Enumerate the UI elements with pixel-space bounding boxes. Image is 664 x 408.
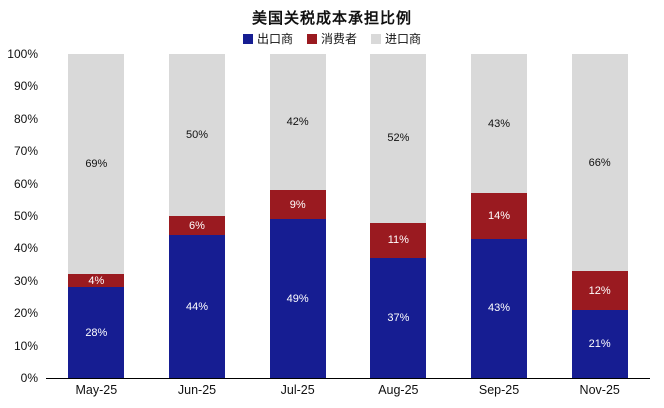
segment-value-label: 42% (286, 116, 309, 129)
bar-segment-消费者: 12% (571, 271, 628, 310)
y-tick-label: 80% (13, 111, 38, 126)
stacked-bar: 50% 6% 44% (169, 54, 225, 378)
y-tick-label: 60% (13, 176, 38, 191)
legend-item: 出口商 (242, 30, 293, 47)
bar-segment-出口商: 44% (169, 235, 225, 378)
segment-value-label: 66% (588, 156, 611, 169)
x-tick-label: Aug-25 (378, 383, 419, 397)
y-tick-label: 100% (7, 47, 38, 61)
x-tick-label: Sep-25 (478, 383, 520, 397)
bar-segment-进口商: 66% (571, 54, 628, 272)
y-tick-label: 90% (13, 79, 38, 94)
legend-swatch-icon (371, 33, 381, 44)
y-tick-label: 30% (13, 273, 38, 288)
segment-value-label: 50% (185, 129, 209, 142)
segment-value-label: 43% (488, 302, 511, 315)
x-tick-label: Jun-25 (177, 383, 217, 397)
stacked-bar: 69% 4% 28% (68, 54, 125, 378)
bar-segment-出口商: 28% (68, 287, 125, 378)
segment-value-label: 49% (286, 292, 309, 305)
stacked-bar: 52% 11% 37% (370, 54, 427, 378)
legend-swatch-icon (242, 33, 253, 44)
bar-group: 42% 9% 49% (247, 54, 348, 378)
segment-value-label: 43% (488, 117, 511, 130)
bar-segment-消费者: 11% (370, 222, 427, 259)
stacked-bar: 66% 12% 21% (571, 54, 628, 378)
legend-item: 进口商 (371, 30, 421, 47)
segment-value-label: 9% (289, 198, 306, 211)
y-tick-label: 50% (13, 209, 38, 223)
bar-segment-进口商: 43% (471, 54, 528, 194)
bar-segment-出口商: 49% (269, 219, 326, 378)
bar-segment-进口商: 50% (169, 54, 225, 217)
segment-value-label: 6% (189, 219, 205, 232)
y-axis: 100% 90% 80% 70% 60% 50% 40% 30% 20% 10% 0% (0, 47, 42, 385)
stacked-bar: 43% 14% 43% (471, 54, 528, 378)
legend: 出口商 消费者 进口商 (0, 30, 664, 47)
legend-label: 出口商 (256, 32, 293, 46)
bar-segment-出口商: 43% (471, 238, 528, 378)
x-tick-label: May-25 (75, 383, 118, 397)
y-tick-label: 40% (13, 241, 38, 256)
bar-group: 50% 6% 44% (147, 54, 248, 378)
bar-segment-进口商: 42% (269, 54, 326, 191)
x-tick-label: Jul-25 (280, 383, 315, 397)
segment-value-label: 44% (185, 300, 209, 313)
plot-area: 69% 4% 28% 50% 6% 44% 42% 9% 49% 52% 11% 37% 43% 14% 4… (46, 54, 650, 379)
stacked-bar: 42% 9% 49% (269, 54, 326, 378)
segment-value-label: 11% (387, 234, 409, 247)
bar-segment-消费者: 6% (169, 216, 225, 236)
x-tick-label: Nov-25 (579, 383, 620, 397)
segment-value-label: 4% (88, 274, 105, 287)
segment-value-label: 14% (488, 210, 511, 222)
legend-label: 进口商 (385, 32, 422, 46)
legend-item: 消费者 (306, 30, 357, 47)
y-tick-label: 10% (13, 338, 38, 353)
bar-segment-消费者: 4% (68, 274, 125, 288)
segment-value-label: 37% (387, 312, 410, 325)
legend-swatch-icon (306, 33, 317, 44)
bar-group: 69% 4% 28% (46, 54, 147, 378)
bar-group: 66% 12% 21% (549, 54, 650, 378)
bar-segment-出口商: 37% (370, 258, 427, 378)
bar-group: 52% 11% 37% (348, 54, 449, 378)
bar-group: 43% 14% 43% (449, 54, 550, 378)
bar-segment-出口商: 21% (571, 309, 628, 378)
bar-segment-消费者: 14% (471, 193, 528, 239)
bar-segment-进口商: 52% (370, 54, 427, 223)
y-tick-label: 70% (13, 144, 38, 159)
bars-container: 69% 4% 28% 50% 6% 44% 42% 9% 49% 52% 11% 37% 43% 14% 4… (46, 54, 650, 378)
x-axis: May-25 Jun-25 Jul-25 Aug-25 Sep-25 Nov-25 (46, 383, 650, 397)
chart-title: 美国关税成本承担比例 (251, 10, 412, 27)
segment-value-label: 28% (85, 326, 108, 339)
segment-value-label: 21% (588, 337, 611, 350)
legend-label: 消费者 (320, 32, 357, 46)
segment-value-label: 52% (387, 132, 410, 145)
y-tick-label: 20% (13, 306, 38, 321)
y-tick-label: 0% (20, 371, 38, 385)
segment-value-label: 69% (85, 158, 108, 171)
bar-segment-进口商: 69% (68, 54, 125, 275)
bar-segment-消费者: 9% (269, 190, 326, 220)
segment-value-label: 12% (588, 284, 611, 297)
